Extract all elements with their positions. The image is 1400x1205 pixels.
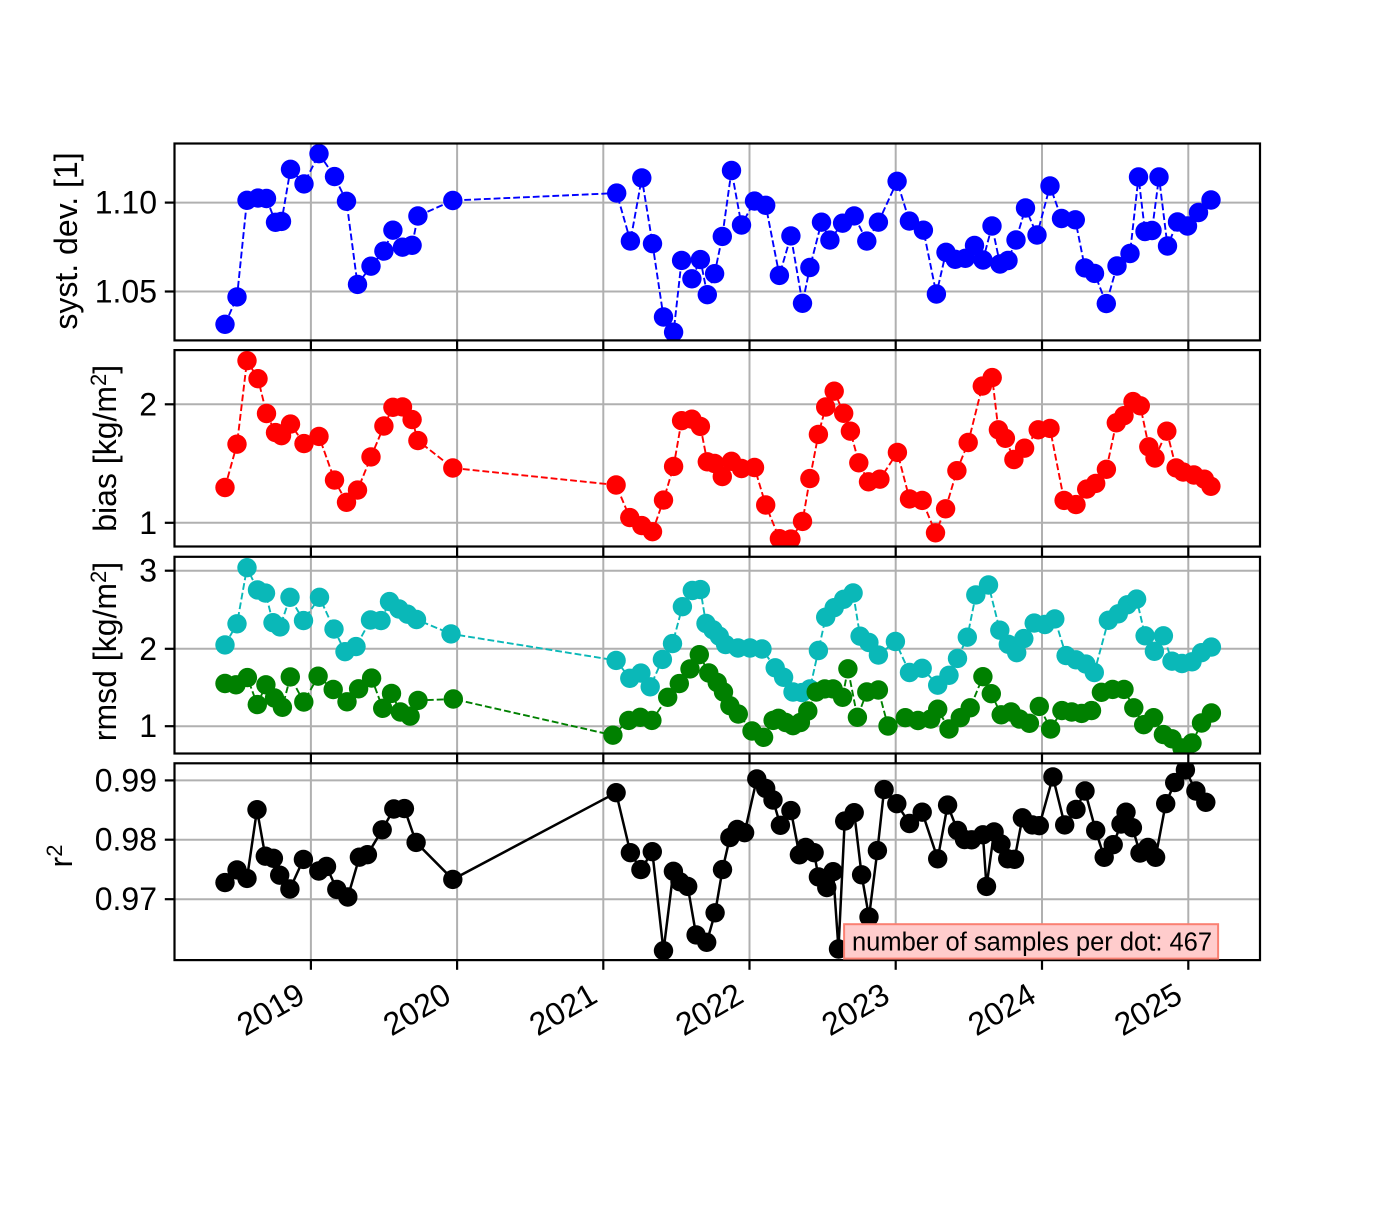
svg-text:0.97: 0.97 bbox=[95, 881, 157, 917]
svg-text:2: 2 bbox=[139, 631, 157, 667]
svg-text:3: 3 bbox=[139, 553, 157, 589]
svg-text:1: 1 bbox=[139, 505, 157, 541]
svg-text:bias [kg/m2]: bias [kg/m2] bbox=[86, 365, 123, 532]
svg-text:1: 1 bbox=[139, 708, 157, 744]
svg-text:0.99: 0.99 bbox=[95, 762, 157, 798]
svg-text:rmsd [kg/m2]: rmsd [kg/m2] bbox=[86, 562, 123, 741]
svg-text:1.10: 1.10 bbox=[95, 185, 157, 221]
svg-text:1.05: 1.05 bbox=[95, 274, 157, 310]
svg-text:number of samples per dot: 467: number of samples per dot: 467 bbox=[852, 929, 1212, 957]
svg-text:2: 2 bbox=[139, 386, 157, 422]
svg-text:0.98: 0.98 bbox=[95, 822, 157, 858]
svg-text:syst. dev. [1]: syst. dev. [1] bbox=[48, 152, 84, 329]
